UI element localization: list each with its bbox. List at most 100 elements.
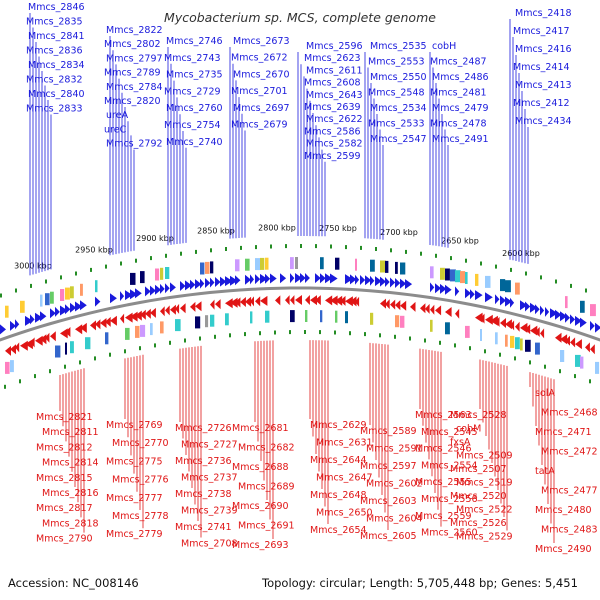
forward-gene-label: Mmcs_2533	[368, 119, 425, 130]
reverse-gene-arrow	[385, 299, 390, 310]
forward-gene-label: Mmcs_2487	[430, 57, 487, 68]
forward-gene-arrow	[560, 311, 568, 322]
cog-block	[430, 319, 433, 332]
forward-gene-label: Mmcs_2740	[166, 137, 223, 148]
cog-block	[485, 275, 491, 288]
reverse-gene-label: Mmcs_2477	[541, 486, 598, 497]
marker-dot	[555, 279, 557, 284]
forward-gene-arrow	[315, 273, 321, 284]
forward-gene-arrow	[25, 315, 33, 326]
marker-dot	[225, 247, 227, 251]
marker-dot	[60, 275, 62, 280]
reverse-gene-arrow	[60, 328, 68, 339]
marker-dot	[150, 256, 152, 261]
reverse-gene-label: Mmcs_2507	[450, 464, 507, 475]
forward-gene-label: Mmcs_2846	[28, 2, 85, 13]
forward-gene-arrow	[540, 305, 545, 316]
cog-block	[400, 262, 406, 275]
reverse-gene-label: Mmcs_2529	[456, 532, 513, 543]
reverse-gene-arrow	[505, 319, 512, 330]
forward-gene-arrow	[185, 280, 192, 291]
reverse-gene-arrow	[495, 316, 500, 327]
reverse-gene-arrow	[145, 308, 151, 319]
marker-dot	[180, 251, 182, 256]
forward-gene-arrow	[15, 319, 20, 330]
reverse-gene-label: Mmcs_2519	[456, 478, 513, 489]
forward-gene-arrow	[505, 296, 512, 307]
cog-block	[130, 272, 136, 285]
reverse-gene-label: Mmcs_2739	[181, 506, 238, 517]
kbp-tick-label: 2850 kbp	[197, 227, 235, 236]
reverse-gene-label: Mmcs_2520	[450, 491, 507, 502]
marker-dot	[469, 346, 471, 351]
marker-dot	[394, 334, 396, 339]
forward-gene-label: Mmcs_2729	[164, 86, 221, 97]
marker-dot	[195, 249, 197, 254]
reverse-gene-label: Mmcs_2546	[415, 444, 472, 455]
forward-gene-label: Mmcs_2623	[304, 53, 361, 64]
reverse-gene-label: Mmcs_2691	[238, 521, 295, 532]
reverse-gene-label: Mmcs_2688	[232, 462, 289, 473]
forward-gene-arrow	[325, 273, 333, 284]
reverse-gene-arrow	[15, 342, 20, 353]
reverse-gene-arrow	[455, 308, 460, 319]
forward-gene-label: Mmcs_2416	[515, 44, 572, 55]
marker-dot	[319, 330, 321, 335]
reverse-gene-arrow	[355, 296, 360, 307]
forward-gene-label: Mmcs_2622	[306, 114, 363, 125]
forward-gene-arrow	[530, 302, 538, 313]
reverse-gene-arrow	[305, 295, 310, 305]
reverse-gene-label: Mmcs_2490	[535, 544, 592, 555]
reverse-gene-arrow	[180, 303, 186, 314]
reverse-gene-label: Mmcs_2814	[42, 458, 99, 469]
cog-block	[515, 337, 520, 350]
forward-gene-arrow	[565, 312, 570, 323]
reverse-gene-arrow	[230, 297, 238, 308]
reverse-gene-label: Mmcs_2522	[456, 505, 513, 516]
cog-block	[445, 268, 450, 281]
reverse-gene-label: Mmcs_2812	[36, 442, 93, 453]
genome-summary-text: Topology: circular; Length: 5,705,448 bp…	[262, 576, 578, 590]
forward-gene-label: Mmcs_2550	[370, 72, 427, 83]
reverse-gene-arrow	[95, 319, 101, 330]
cog-block	[205, 315, 209, 328]
cog-block	[440, 267, 445, 280]
reverse-gene-arrow	[535, 327, 540, 337]
forward-gene-arrow	[260, 273, 268, 284]
reverse-gene-arrow	[430, 304, 435, 315]
reverse-gene-arrow	[175, 303, 180, 314]
marker-dot	[79, 360, 81, 365]
forward-gene-arrow	[330, 273, 338, 284]
marker-dot	[229, 333, 231, 338]
cog-block	[520, 338, 523, 351]
marker-dot	[334, 330, 336, 335]
reverse-gene-arrow	[285, 295, 290, 306]
marker-dot	[0, 293, 2, 298]
marker-dot	[49, 369, 51, 374]
forward-gene-arrow	[200, 278, 205, 289]
forward-gene-arrow	[580, 317, 587, 328]
cog-block	[305, 310, 308, 322]
reverse-gene-label: Mmcs_2526	[450, 518, 507, 529]
marker-dot	[484, 349, 486, 354]
marker-dot	[105, 264, 107, 269]
marker-dot	[94, 356, 96, 361]
forward-gene-label: Mmcs_2491	[432, 134, 489, 145]
forward-gene-arrow	[345, 274, 353, 285]
accession-text: Accession: NC_008146	[8, 576, 139, 590]
forward-gene-label: Mmcs_2672	[231, 53, 288, 64]
forward-gene-arrow	[595, 322, 600, 333]
cog-block	[65, 287, 70, 300]
forward-gene-arrow	[0, 324, 6, 335]
cog-block	[175, 319, 181, 332]
marker-dot	[120, 261, 122, 266]
reverse-gene-label: Mmcs_2816	[42, 488, 99, 499]
marker-dot	[360, 245, 362, 250]
marker-dot	[124, 349, 126, 354]
reverse-gene-label: Mmcs_2602	[366, 479, 423, 490]
cog-block	[50, 291, 54, 304]
forward-gene-arrow	[120, 291, 125, 302]
cog-block	[235, 259, 240, 272]
reverse-gene-label: Mmcs_2629	[310, 420, 367, 431]
reverse-gene-label: Mmcs_2708	[181, 539, 238, 550]
